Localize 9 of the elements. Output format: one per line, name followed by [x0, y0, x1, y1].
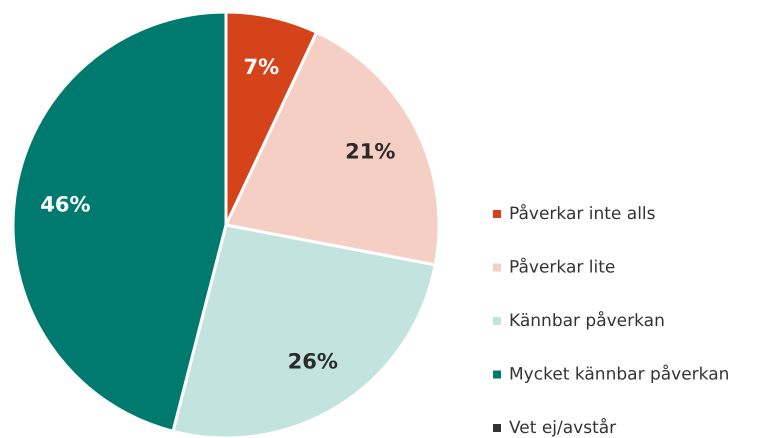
legend-label: Kännbar påverkan [509, 311, 665, 331]
legend-label: Påverkar inte alls [509, 204, 656, 224]
data-label: 21% [345, 140, 396, 164]
legend-label: Vet ej/avstår [509, 418, 616, 438]
legend-label: Mycket kännbar påverkan [509, 364, 730, 384]
data-label: 7% [243, 55, 280, 80]
data-label: 26% [288, 350, 338, 374]
data-label: 46% [40, 192, 91, 217]
legend-label: Påverkar lite [509, 258, 616, 278]
